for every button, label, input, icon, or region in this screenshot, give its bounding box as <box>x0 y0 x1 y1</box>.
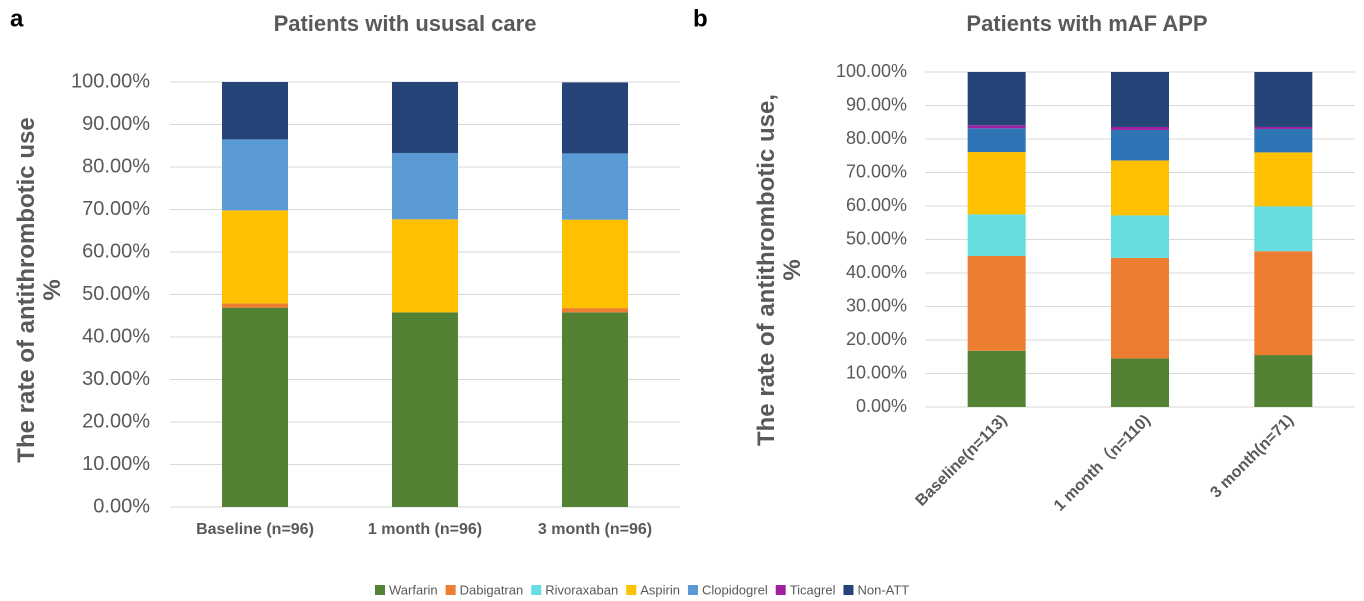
legend-swatch <box>843 585 854 595</box>
legend-label: Rivoraxaban <box>545 582 618 597</box>
bar-segment: Aspirin <box>1254 152 1313 207</box>
y-tick-label: 10.00% <box>82 453 150 475</box>
y-tick-label: 80.00% <box>82 155 150 177</box>
y-tick-label: 0.00% <box>856 396 907 416</box>
y-tick-label: 90.00% <box>846 94 907 114</box>
bar-segment: Ticagrel <box>967 125 1026 129</box>
bar-segment: Aspirin <box>392 219 458 313</box>
bar-segment: Dabigatran <box>967 255 1026 351</box>
bar-segment: Aspirin <box>222 210 288 304</box>
y-axis-label-line: % <box>779 259 806 280</box>
bar-segment: Warfarin <box>967 350 1026 407</box>
y-tick-label: 70.00% <box>82 198 150 220</box>
bar-segment: Non-ATT <box>392 82 458 153</box>
bar-segment: Warfarin <box>222 307 288 507</box>
y-tick-label: 70.00% <box>846 161 907 181</box>
bar-segment: Clopidogrel <box>1254 128 1313 153</box>
bar-segment: Dabigatran <box>1254 251 1313 356</box>
y-axis-label-line: The rate of antithrombotic use <box>13 117 40 462</box>
legend-swatch <box>445 585 456 595</box>
y-tick-label: 40.00% <box>82 325 150 347</box>
bar-segment: Non-ATT <box>222 82 288 140</box>
y-tick-label: 90.00% <box>82 113 150 135</box>
chart-title: Patients with mAF APP <box>966 11 1207 36</box>
x-tick-label: 1 month (n=96) <box>368 521 482 538</box>
bar-segment: Dabigatran <box>222 303 288 308</box>
bar-segment: Non-ATT <box>562 82 628 154</box>
bar-segment: Clopidogrel <box>222 139 288 211</box>
bar-segment: Ticagrel <box>1254 126 1313 129</box>
x-tick-label: Baseline(n=113) <box>913 412 1011 510</box>
bar-segment: Non-ATT <box>1111 72 1169 127</box>
legend-label: Dabigatran <box>460 582 524 597</box>
y-axis-label: The rate of antithrombotic use,% <box>753 94 806 446</box>
y-tick-label: 50.00% <box>846 228 907 248</box>
x-tick-label: Baseline (n=96) <box>196 521 314 538</box>
y-tick-label: 80.00% <box>846 128 907 148</box>
legend-swatch <box>775 585 786 595</box>
y-tick-label: 20.00% <box>846 329 907 349</box>
x-tick-label: 3 month(n=71) <box>1207 412 1297 502</box>
y-tick-label: 40.00% <box>846 262 907 282</box>
x-tick-label: 1 month（n=110) <box>1050 411 1154 515</box>
bar-segment: Ticagrel <box>1111 126 1169 130</box>
bar-segment: Warfarin <box>392 312 458 507</box>
bar-segment: Dabigatran <box>562 308 628 313</box>
legend-swatch <box>531 585 542 595</box>
y-tick-label: 30.00% <box>82 368 150 390</box>
y-tick-label: 10.00% <box>846 362 907 382</box>
bar-segment: Aspirin <box>1111 160 1169 216</box>
bar-segment: Rivoraxaban <box>1111 215 1169 258</box>
y-tick-label: 100.00% <box>71 70 150 92</box>
legend-label: Clopidogrel <box>702 582 768 597</box>
bar-segment: Dabigatran <box>1111 257 1169 359</box>
y-tick-label: 20.00% <box>82 410 150 432</box>
bar-segment: Warfarin <box>1111 358 1169 407</box>
bar-segment: Non-ATT <box>967 72 1026 126</box>
legend-label: Warfarin <box>389 582 438 597</box>
y-tick-label: 50.00% <box>82 283 150 305</box>
chart-title: Patients with ususal care <box>274 11 537 36</box>
bar-segment: Warfarin <box>562 312 628 507</box>
bar-segment: Clopidogrel <box>967 128 1026 153</box>
y-axis-label-line: The rate of antithrombotic use, <box>753 94 780 446</box>
y-tick-label: 0.00% <box>93 495 150 517</box>
panel-label: b <box>693 5 708 32</box>
legend-swatch <box>375 585 385 595</box>
bar-segment: Clopidogrel <box>562 153 628 220</box>
panel-label: a <box>10 5 24 32</box>
legend-label: Ticagrel <box>790 582 836 597</box>
bar-segment: Warfarin <box>1254 355 1313 407</box>
legend-swatch <box>687 585 698 595</box>
bar-segment: Aspirin <box>562 219 628 309</box>
legend-label: Non-ATT <box>857 582 909 597</box>
y-tick-label: 30.00% <box>846 295 907 315</box>
legend-label: Aspirin <box>640 582 680 597</box>
y-axis-label-line: % <box>39 279 66 300</box>
bar-segment: Clopidogrel <box>1111 129 1169 161</box>
legend-swatch <box>626 585 637 595</box>
x-tick-label: 3 month (n=96) <box>538 521 652 538</box>
bar-segment: Rivoraxaban <box>967 214 1026 256</box>
y-tick-label: 60.00% <box>82 240 150 262</box>
y-tick-label: 60.00% <box>846 195 907 215</box>
y-axis-label: The rate of antithrombotic use% <box>13 117 66 462</box>
bar-segment: Aspirin <box>967 152 1026 215</box>
bar-segment: Rivoraxaban <box>1254 206 1313 252</box>
bar-segment: Non-ATT <box>1254 72 1313 127</box>
bar-segment: Clopidogrel <box>392 152 458 220</box>
y-tick-label: 100.00% <box>836 61 907 81</box>
